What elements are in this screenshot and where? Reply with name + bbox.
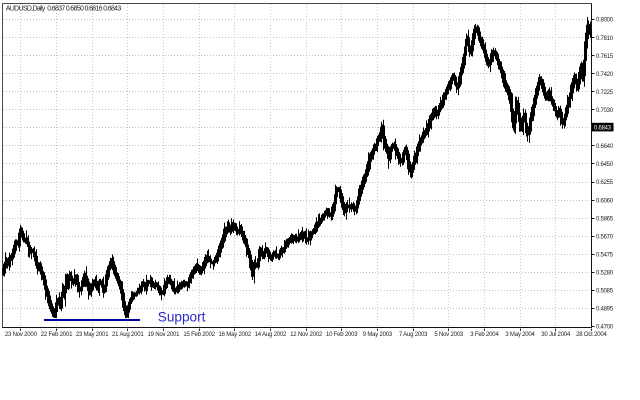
svg-text:16 May 2002: 16 May 2002 [219, 332, 252, 338]
svg-text:0.5085: 0.5085 [596, 289, 614, 295]
svg-text:Support: Support [158, 310, 206, 325]
svg-text:0.5865: 0.5865 [596, 216, 614, 222]
svg-text:7 Aug 2003: 7 Aug 2003 [399, 332, 428, 338]
svg-text:9 May 2003: 9 May 2003 [363, 332, 393, 338]
svg-text:3 Feb 2004: 3 Feb 2004 [470, 332, 499, 338]
svg-text:3 May 2004: 3 May 2004 [505, 332, 535, 338]
svg-text:0.6255: 0.6255 [596, 180, 614, 186]
svg-text:0.5280: 0.5280 [596, 271, 614, 277]
svg-text:12 Nov 2002: 12 Nov 2002 [290, 332, 323, 338]
svg-text:0.7030: 0.7030 [596, 108, 614, 114]
svg-text:0.8000: 0.8000 [596, 18, 614, 24]
svg-text:5 Nov 2003: 5 Nov 2003 [434, 332, 464, 338]
svg-text:10 Feb 2003: 10 Feb 2003 [326, 332, 358, 338]
svg-text:AUDUSD,Daily 0.6837 0.6850 0.: AUDUSD,Daily 0.6837 0.6850 0.6816 0.6843 [6, 6, 122, 13]
svg-text:14 Aug 2002: 14 Aug 2002 [255, 332, 287, 338]
svg-text:0.5475: 0.5475 [596, 253, 614, 259]
svg-text:0.7615: 0.7615 [596, 54, 614, 60]
svg-text:23 Nov 2000: 23 Nov 2000 [5, 332, 38, 338]
svg-text:28 Oct 2004: 28 Oct 2004 [576, 332, 607, 338]
svg-text:15 Feb 2002: 15 Feb 2002 [183, 332, 215, 338]
svg-text:22 Feb 2001: 22 Feb 2001 [41, 332, 73, 338]
svg-text:0.6843: 0.6843 [594, 126, 612, 132]
svg-text:30 Jul 2004: 30 Jul 2004 [541, 332, 571, 338]
svg-text:0.6640: 0.6640 [596, 144, 614, 150]
svg-text:0.4895: 0.4895 [596, 307, 614, 313]
svg-text:0.4700: 0.4700 [596, 325, 614, 331]
svg-text:0.7810: 0.7810 [596, 36, 614, 42]
svg-text:19 Nov 2001: 19 Nov 2001 [147, 332, 180, 338]
svg-text:0.6060: 0.6060 [596, 198, 614, 204]
svg-text:0.5670: 0.5670 [596, 234, 614, 240]
svg-text:23 May 2001: 23 May 2001 [76, 332, 109, 338]
svg-text:0.6450: 0.6450 [596, 162, 614, 168]
svg-text:21 Aug 2001: 21 Aug 2001 [112, 332, 144, 338]
svg-text:0.7225: 0.7225 [596, 90, 614, 96]
svg-text:0.7420: 0.7420 [596, 72, 614, 78]
